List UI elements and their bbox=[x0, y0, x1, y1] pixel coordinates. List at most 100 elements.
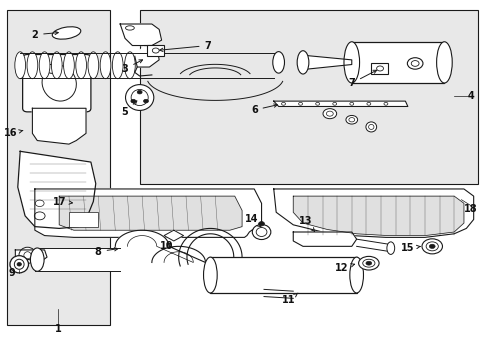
Text: 10: 10 bbox=[160, 241, 173, 251]
Polygon shape bbox=[163, 230, 183, 241]
FancyBboxPatch shape bbox=[22, 54, 91, 112]
Ellipse shape bbox=[24, 252, 31, 259]
Polygon shape bbox=[293, 232, 356, 246]
Polygon shape bbox=[32, 108, 86, 144]
Ellipse shape bbox=[15, 52, 25, 79]
Ellipse shape bbox=[30, 248, 44, 271]
Ellipse shape bbox=[345, 116, 357, 124]
Ellipse shape bbox=[17, 262, 21, 266]
Ellipse shape bbox=[35, 200, 44, 207]
Polygon shape bbox=[115, 230, 205, 262]
Ellipse shape bbox=[348, 118, 354, 122]
Ellipse shape bbox=[323, 109, 336, 119]
Ellipse shape bbox=[137, 90, 142, 94]
Polygon shape bbox=[59, 196, 242, 230]
Bar bbox=[69, 212, 98, 226]
Ellipse shape bbox=[14, 259, 24, 269]
Ellipse shape bbox=[362, 259, 374, 267]
Text: 12: 12 bbox=[335, 263, 354, 273]
Ellipse shape bbox=[52, 27, 81, 39]
Bar bbox=[210, 257, 356, 293]
Ellipse shape bbox=[112, 52, 123, 79]
Ellipse shape bbox=[125, 85, 154, 111]
Ellipse shape bbox=[365, 122, 376, 132]
Ellipse shape bbox=[131, 89, 148, 105]
Ellipse shape bbox=[366, 102, 370, 105]
Ellipse shape bbox=[27, 52, 38, 79]
Text: 17: 17 bbox=[52, 197, 72, 207]
Ellipse shape bbox=[349, 102, 353, 105]
Ellipse shape bbox=[143, 99, 148, 103]
Text: 5: 5 bbox=[122, 101, 137, 117]
Bar bbox=[351, 42, 444, 83]
Ellipse shape bbox=[39, 52, 50, 79]
Polygon shape bbox=[35, 189, 261, 237]
Polygon shape bbox=[273, 189, 473, 237]
Polygon shape bbox=[18, 151, 96, 228]
Ellipse shape bbox=[63, 52, 74, 79]
Ellipse shape bbox=[365, 261, 371, 265]
Ellipse shape bbox=[131, 99, 136, 103]
Ellipse shape bbox=[425, 242, 437, 251]
Bar bbox=[140, 10, 477, 184]
Ellipse shape bbox=[34, 212, 45, 220]
Ellipse shape bbox=[46, 64, 58, 73]
Ellipse shape bbox=[152, 48, 159, 53]
Text: 16: 16 bbox=[4, 129, 23, 138]
Text: 11: 11 bbox=[281, 293, 297, 305]
Text: 13: 13 bbox=[298, 216, 314, 231]
Ellipse shape bbox=[203, 257, 217, 293]
Ellipse shape bbox=[436, 42, 451, 83]
Ellipse shape bbox=[10, 256, 28, 273]
Polygon shape bbox=[15, 250, 47, 261]
Ellipse shape bbox=[383, 102, 387, 105]
Ellipse shape bbox=[386, 242, 394, 255]
Polygon shape bbox=[303, 55, 351, 69]
Ellipse shape bbox=[368, 125, 373, 130]
Ellipse shape bbox=[124, 52, 135, 79]
Polygon shape bbox=[273, 101, 407, 107]
Polygon shape bbox=[293, 196, 463, 235]
Text: 7: 7 bbox=[159, 41, 211, 51]
Text: 14: 14 bbox=[244, 215, 261, 227]
Ellipse shape bbox=[343, 42, 359, 83]
Ellipse shape bbox=[51, 52, 62, 79]
Ellipse shape bbox=[358, 256, 378, 270]
Bar bbox=[35, 248, 120, 271]
Ellipse shape bbox=[125, 26, 134, 30]
Ellipse shape bbox=[315, 102, 319, 105]
Text: 9: 9 bbox=[8, 268, 15, 278]
Ellipse shape bbox=[410, 60, 418, 66]
Ellipse shape bbox=[281, 102, 285, 105]
Ellipse shape bbox=[407, 58, 422, 69]
Ellipse shape bbox=[421, 239, 442, 254]
Ellipse shape bbox=[88, 52, 99, 79]
Text: 4: 4 bbox=[467, 91, 474, 101]
Ellipse shape bbox=[252, 225, 270, 239]
Ellipse shape bbox=[349, 257, 363, 293]
Ellipse shape bbox=[256, 228, 266, 237]
Ellipse shape bbox=[332, 102, 336, 105]
Ellipse shape bbox=[19, 247, 36, 264]
Text: 6: 6 bbox=[250, 104, 277, 115]
Bar bbox=[370, 63, 387, 74]
Ellipse shape bbox=[298, 102, 302, 105]
Ellipse shape bbox=[376, 66, 383, 71]
Ellipse shape bbox=[42, 65, 76, 101]
Ellipse shape bbox=[258, 222, 264, 226]
Ellipse shape bbox=[100, 52, 111, 79]
Text: 8: 8 bbox=[95, 247, 118, 257]
Text: 3: 3 bbox=[122, 60, 142, 74]
Text: 7: 7 bbox=[347, 70, 376, 88]
Ellipse shape bbox=[76, 212, 86, 220]
Text: 1: 1 bbox=[55, 324, 61, 334]
Bar bbox=[6, 10, 110, 325]
Ellipse shape bbox=[428, 244, 434, 248]
Polygon shape bbox=[135, 45, 159, 67]
Ellipse shape bbox=[297, 51, 308, 74]
Polygon shape bbox=[120, 24, 161, 45]
Ellipse shape bbox=[76, 52, 86, 79]
Text: 2: 2 bbox=[31, 30, 58, 40]
Text: 15: 15 bbox=[400, 243, 420, 253]
Polygon shape bbox=[127, 235, 193, 262]
